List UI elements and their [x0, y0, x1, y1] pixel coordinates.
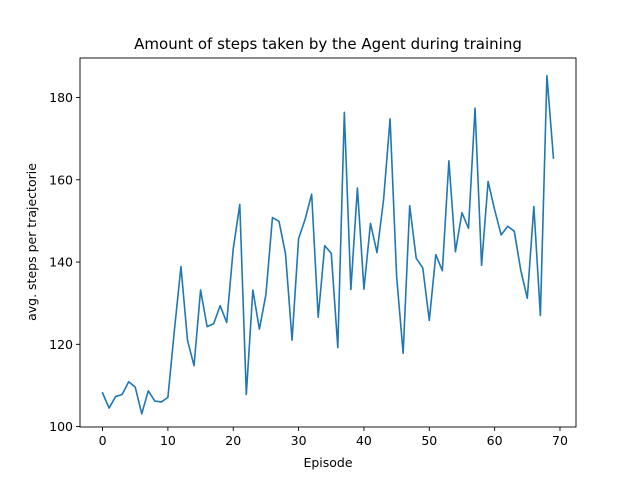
x-tick-label: 30: [291, 433, 307, 448]
plot-area: [79, 57, 577, 428]
plot-frame: [79, 57, 577, 428]
x-tick-label: 70: [552, 433, 568, 448]
y-tick-label: 140: [49, 255, 73, 270]
x-axis-label: Episode: [303, 455, 352, 470]
x-tick-label: 50: [421, 433, 437, 448]
y-tick-label: 180: [49, 90, 73, 105]
y-tick-label: 120: [49, 337, 73, 352]
x-axis: 0 10 20 30 40 50 60 70: [99, 427, 568, 448]
x-tick-label: 20: [225, 433, 241, 448]
chart-title: Amount of steps taken by the Agent durin…: [134, 35, 522, 53]
y-axis: 100 120 140 160 180: [49, 90, 80, 434]
y-tick-label: 160: [49, 172, 73, 187]
series-line-0: [101, 74, 555, 415]
y-axis-label: avg. steps per trajectorie: [24, 163, 39, 321]
y-tick-label: 100: [49, 419, 73, 434]
x-tick-label: 40: [356, 433, 372, 448]
x-tick-label: 10: [160, 433, 176, 448]
x-tick-label: 0: [99, 433, 107, 448]
x-tick-label: 60: [487, 433, 503, 448]
